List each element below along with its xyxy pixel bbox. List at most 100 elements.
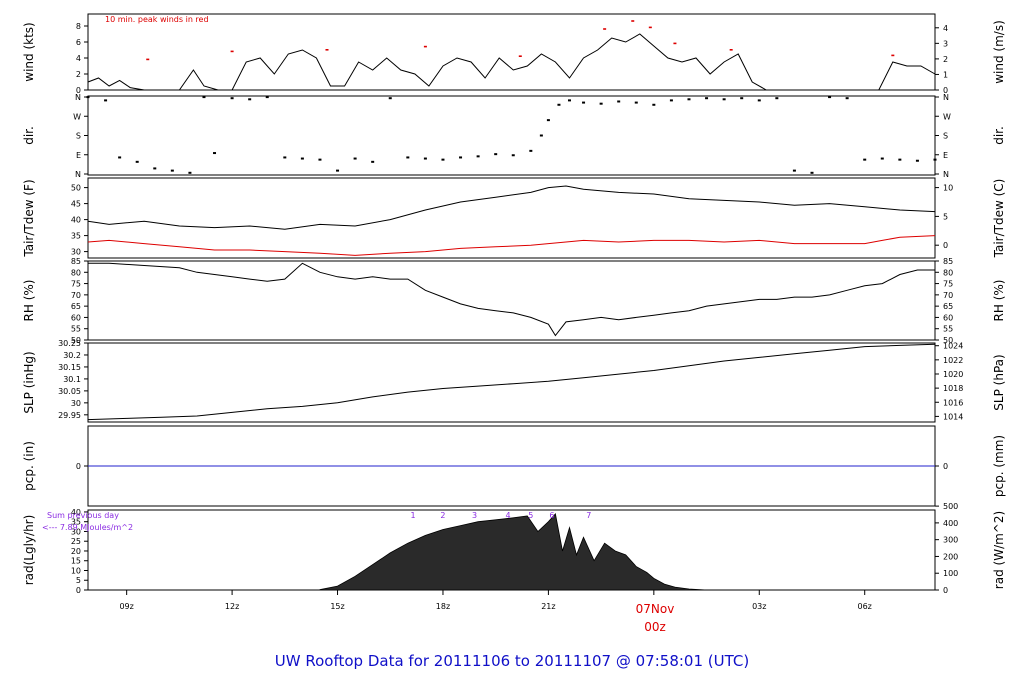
slp-line [87, 343, 936, 421]
rh-tick-label: 65 [71, 302, 81, 311]
dir-point [135, 160, 139, 163]
dir-point [617, 100, 621, 103]
slp-tick-label: 29.95 [58, 411, 81, 420]
rad-tick-label: 15 [71, 557, 81, 566]
rad-hour-mark: 5 [528, 511, 533, 520]
dir-point [511, 154, 515, 157]
tair-line [87, 185, 936, 230]
rh-tick-label-right: 70 [943, 291, 953, 300]
wind-tick-label-right: 4 [943, 24, 948, 33]
rad-hour-mark: 4 [505, 511, 510, 520]
wind-ylabel-right: wind (m/s) [992, 20, 1006, 84]
wind-peak-mark [891, 54, 895, 57]
rad-ylabel-left: rad(Lgly/hr) [22, 515, 36, 586]
dir-point [898, 158, 902, 161]
wind-peak-mark [673, 42, 677, 45]
wind-speed-line [87, 33, 936, 91]
pcp-ylabel-right: pcp. (mm) [992, 435, 1006, 497]
rad-tick-label: 20 [71, 547, 81, 556]
dir-point [86, 96, 90, 99]
wind-tick-label-right: 2 [943, 55, 948, 64]
dir-point [705, 97, 709, 100]
rh-line [88, 262, 935, 337]
dir-point [687, 98, 691, 101]
dir-panel-frame [87, 95, 936, 176]
slp-tick-label-right: 1014 [943, 412, 963, 421]
rh-tick-label-right: 55 [943, 325, 953, 334]
dir-tick-label: E [76, 151, 81, 160]
rh-tick-label-right: 60 [943, 313, 953, 322]
slp-ylabel-left: SLP (inHg) [22, 351, 36, 413]
dir-point [634, 101, 638, 104]
dir-point [118, 156, 122, 159]
wind-peak-mark [603, 28, 607, 30]
slp-tick-label-right: 1022 [943, 356, 963, 365]
rad-tick-label-right: 300 [943, 536, 958, 545]
dir-point [582, 101, 586, 104]
dir-point [388, 97, 392, 100]
slp-tick-label-right: 1020 [943, 370, 963, 379]
data-marks [86, 20, 937, 591]
pcp-tick-label: 0 [76, 462, 81, 471]
radiation-area [319, 513, 707, 591]
slp-tick-label-right: 1018 [943, 384, 963, 393]
rad-sum-value: <--- 7.89 MJoules/m^2 [42, 523, 133, 532]
dir-point [740, 97, 744, 100]
dir-tick-label-right: S [943, 132, 948, 141]
rh-tick-label-right: 85 [943, 257, 953, 266]
date-day-label: 07Nov [636, 602, 675, 616]
dir-point [248, 98, 252, 101]
dir-point [459, 156, 463, 159]
panel-frames [84, 13, 939, 595]
wind-tick-label: 0 [76, 86, 81, 95]
slp-tick-label: 30 [71, 399, 81, 408]
dir-point [915, 159, 919, 162]
dir-point [230, 97, 234, 100]
wind-peak-mark [146, 58, 150, 61]
wind-peak-mark [325, 49, 329, 51]
rad-tick-label: 30 [71, 527, 81, 536]
rad-ylabel-right: rad (W/m^2) [992, 511, 1006, 589]
dir-point [265, 96, 269, 99]
x-tick-label: 03z [752, 602, 766, 611]
wind-tick-label: 2 [76, 70, 81, 79]
rh-tick-label-right: 80 [943, 268, 953, 277]
wind-tick-label: 6 [76, 38, 81, 47]
dir-point [722, 98, 726, 101]
wind-tick-label-right: 1 [943, 70, 948, 79]
temp-tick-label: 30 [71, 248, 81, 257]
temp-tick-label: 40 [71, 216, 81, 225]
dir-point [557, 103, 561, 106]
slp-ylabel-right: SLP (hPa) [992, 354, 1006, 410]
rh-ylabel-right: RH (%) [992, 280, 1006, 322]
dir-point [213, 152, 217, 155]
dir-tick-label: N [75, 93, 81, 102]
dir-point [423, 157, 427, 160]
x-tick-label: 18z [436, 602, 450, 611]
slp-tick-label: 30.15 [58, 363, 81, 372]
rh-tick-label: 60 [71, 313, 81, 322]
rh-tick-label: 70 [71, 291, 81, 300]
rad-tick-label-right: 500 [943, 502, 958, 511]
dir-point [880, 157, 884, 160]
rh-tick-label-right: 50 [943, 336, 953, 345]
wind-ylabel-left: wind (kts) [22, 22, 36, 81]
wind-tick-label: 4 [76, 54, 81, 63]
dir-point [652, 103, 656, 106]
rh-tick-label-right: 65 [943, 302, 953, 311]
rh-tick-label-right: 75 [943, 280, 953, 289]
dir-point [336, 169, 340, 172]
rad-tick-label: 5 [76, 576, 81, 585]
wind-peak-mark [631, 20, 635, 22]
temp-panel-frame [87, 177, 936, 259]
dir-point [546, 119, 550, 122]
wind-peak-mark [648, 26, 652, 29]
dir-ylabel-right: dir. [992, 126, 1006, 145]
temp-tick-label: 35 [71, 232, 81, 241]
x-tick-label: 15z [330, 602, 344, 611]
rad-tick-label: 40 [71, 508, 81, 517]
slp-tick-label: 30.2 [63, 351, 81, 360]
dir-point [828, 96, 832, 99]
rad-tick-label: 0 [76, 586, 81, 595]
dir-point [792, 169, 796, 172]
